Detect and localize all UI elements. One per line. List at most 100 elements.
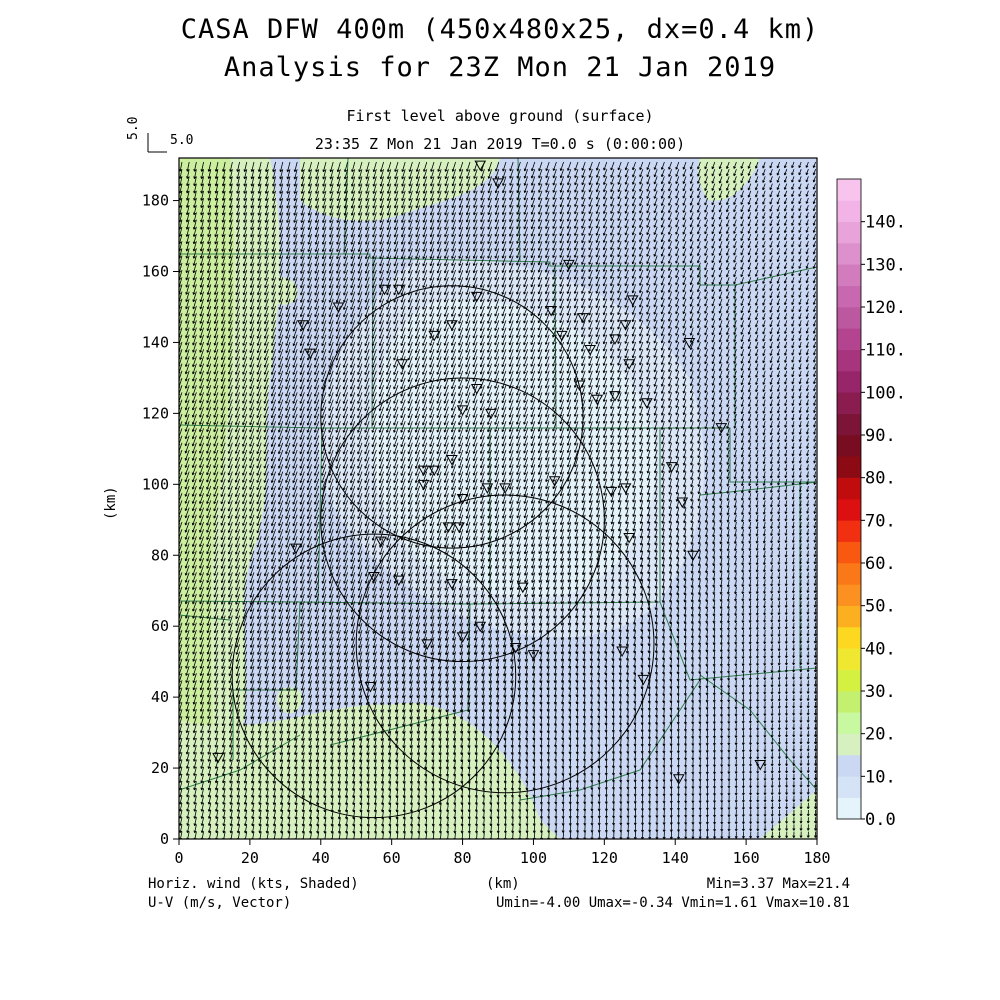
- colorbar-swatch: [837, 755, 861, 777]
- station-marker: [545, 306, 558, 317]
- station-marker: [428, 330, 441, 342]
- colorbar-swatch: [837, 200, 861, 222]
- colorbar-swatch: [837, 776, 861, 798]
- station-marker: [665, 462, 678, 473]
- colorbar-swatch: [837, 392, 861, 414]
- station-marker: [616, 646, 628, 658]
- station-marker: [609, 391, 621, 402]
- station-marker: [290, 543, 302, 555]
- figure-subtitle: Analysis for 23Z Mon 21 Jan 2019: [223, 52, 777, 83]
- colorbar-swatch: [837, 520, 861, 542]
- uv-range-readout: Umin=-4.00 Umax=-0.34 Vmin=1.61 Vmax=10.…: [495, 895, 850, 911]
- colorbar-swatch: [837, 541, 861, 564]
- vector-field-label: U-V (m/s, Vector): [148, 895, 292, 911]
- y-tick-label: 40: [151, 688, 169, 706]
- station-marker: [446, 320, 458, 331]
- station-marker: [392, 284, 405, 296]
- station-marker: [304, 348, 316, 360]
- colorbar-swatch: [837, 328, 861, 350]
- x-tick-label: 60: [383, 849, 401, 867]
- station-marker: [442, 522, 455, 533]
- colorbar-swatch: [837, 349, 861, 372]
- station-marker: [626, 295, 639, 306]
- colorbar-swatch: [837, 605, 861, 628]
- colorbar-swatch: [837, 435, 861, 457]
- station-marker: [591, 394, 604, 406]
- x-axis-label: (km): [486, 876, 520, 892]
- colorbar-label: 70.: [865, 511, 896, 531]
- colorbar-swatch: [837, 179, 861, 201]
- colorbar-swatch: [837, 499, 861, 521]
- colorbar-swatch: [837, 712, 861, 734]
- station-marker: [396, 359, 409, 370]
- station-marker: [368, 572, 380, 583]
- station-marker: [332, 302, 345, 313]
- colorbar-label: 40.: [865, 639, 896, 659]
- station-marker: [378, 284, 391, 296]
- colorbar-frame: [836, 178, 862, 820]
- station-marker: [470, 384, 483, 395]
- station-marker: [470, 291, 483, 303]
- colorbar-label: 10.: [865, 767, 896, 787]
- station-marker: [474, 621, 487, 633]
- station-marker: [641, 398, 653, 409]
- x-tick-label: 140: [662, 849, 689, 867]
- x-tick-label: 120: [591, 849, 618, 867]
- colorbar-label: 80.: [865, 469, 896, 489]
- colorbar-swatch: [837, 413, 861, 436]
- station-marker: [446, 454, 458, 466]
- y-tick-label: 20: [151, 759, 169, 777]
- colorbar-swatch: [837, 264, 861, 286]
- station-marker: [509, 642, 522, 654]
- colorbar-label: 30.: [865, 682, 896, 702]
- station-marker: [563, 259, 575, 271]
- station-marker: [417, 479, 430, 491]
- x-tick-label: 0: [174, 849, 183, 867]
- station-marker: [555, 330, 568, 342]
- colorbar-swatch: [837, 584, 861, 606]
- station-marker: [687, 550, 699, 562]
- station-marker: [637, 674, 650, 686]
- colorbar-label: 100.: [865, 383, 906, 403]
- x-axis-ticks: 0 20 40 60 80 100 120 140 160 180: [174, 839, 831, 867]
- x-tick-label: 160: [733, 849, 760, 867]
- station-marker: [417, 465, 430, 477]
- station-marker: [499, 483, 511, 494]
- colorbar-swatch: [837, 563, 861, 585]
- x-tick-label: 80: [454, 849, 472, 867]
- station-marker: [212, 752, 224, 764]
- station-marker: [619, 320, 632, 331]
- colorbar-label: 20.: [865, 725, 896, 745]
- station-marker: [453, 522, 465, 533]
- figure-title: CASA DFW 400m (450x480x25, dx=0.4 km): [180, 14, 820, 45]
- valid-time-label: 23:35 Z Mon 21 Jan 2019 T=0.0 s (0:00:00…: [314, 135, 686, 153]
- station-marker: [474, 160, 487, 172]
- station-marker: [676, 497, 689, 509]
- station-markers: [212, 160, 767, 785]
- colorbar-label: 130.: [865, 255, 906, 275]
- x-tick-label: 100: [520, 849, 547, 867]
- colorbar-label: 50.: [865, 597, 896, 617]
- station-marker: [623, 359, 635, 370]
- y-tick-label: 100: [142, 475, 169, 493]
- station-marker: [428, 465, 441, 477]
- station-marker: [456, 494, 469, 505]
- x-tick-label: 180: [803, 849, 830, 867]
- station-marker: [446, 579, 458, 590]
- station-marker: [683, 337, 696, 349]
- station-marker: [297, 320, 309, 331]
- station-marker: [492, 178, 504, 189]
- colorbar-swatch: [837, 627, 861, 649]
- radar-range-ring: [231, 533, 517, 819]
- min-max-readout: Min=3.37 Max=21.4: [706, 876, 850, 892]
- colorbar-swatch: [837, 285, 861, 308]
- station-marker: [375, 536, 387, 548]
- station-marker: [573, 380, 586, 392]
- station-marker: [485, 408, 497, 420]
- colorbar-swatch: [837, 691, 861, 713]
- x-tick-label: 20: [241, 849, 259, 867]
- station-marker: [715, 423, 728, 434]
- station-marker: [456, 632, 469, 643]
- y-tick-label: 60: [151, 617, 169, 635]
